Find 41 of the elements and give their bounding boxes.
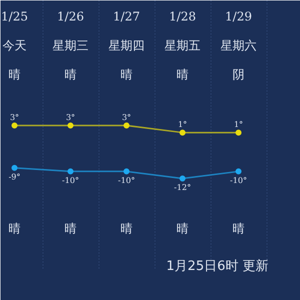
- text: 晴: [176, 222, 188, 236]
- x-tick-label: 1/25: [1, 10, 28, 24]
- point: [124, 122, 130, 128]
- x-tick-label: 1/28: [169, 10, 196, 24]
- point: [68, 168, 74, 174]
- data-label: 3°: [10, 113, 20, 122]
- text: 晴: [232, 222, 244, 236]
- data-label: -10°: [62, 176, 79, 185]
- point: [236, 130, 242, 136]
- data-label: -10°: [230, 176, 247, 185]
- text: 晴: [64, 68, 76, 82]
- text: 星期四: [108, 38, 144, 52]
- data-label: 3°: [122, 113, 132, 122]
- data-label: 1°: [234, 120, 244, 130]
- point: [236, 168, 242, 174]
- x-tick-label: 1/29: [225, 10, 252, 24]
- text: 星期六: [220, 38, 256, 52]
- text: 星期五: [164, 38, 200, 52]
- point: [180, 130, 186, 136]
- point: [180, 176, 186, 182]
- point: [12, 122, 18, 128]
- data-label: -12°: [174, 183, 191, 192]
- data-label: 1°: [178, 120, 188, 130]
- point: [124, 168, 130, 174]
- text: 晴: [120, 222, 132, 236]
- data-label: 3°: [66, 113, 76, 122]
- x-tick-label: 1/26: [57, 10, 84, 24]
- text: 星期三: [52, 38, 88, 52]
- point: [68, 122, 74, 128]
- text: 晴: [176, 68, 188, 82]
- text: 晴: [64, 222, 76, 236]
- x-tick-label: 1/27: [113, 10, 140, 24]
- text: 晴: [8, 68, 20, 82]
- data-label: -9°: [8, 172, 20, 182]
- text: 阴: [232, 68, 244, 82]
- text: 晴: [120, 68, 132, 82]
- text: 1月25日6时 更新: [166, 259, 268, 274]
- point: [12, 164, 18, 171]
- text: 今天: [2, 38, 26, 52]
- text: 晴: [8, 222, 20, 236]
- data-label: -10°: [118, 176, 135, 185]
